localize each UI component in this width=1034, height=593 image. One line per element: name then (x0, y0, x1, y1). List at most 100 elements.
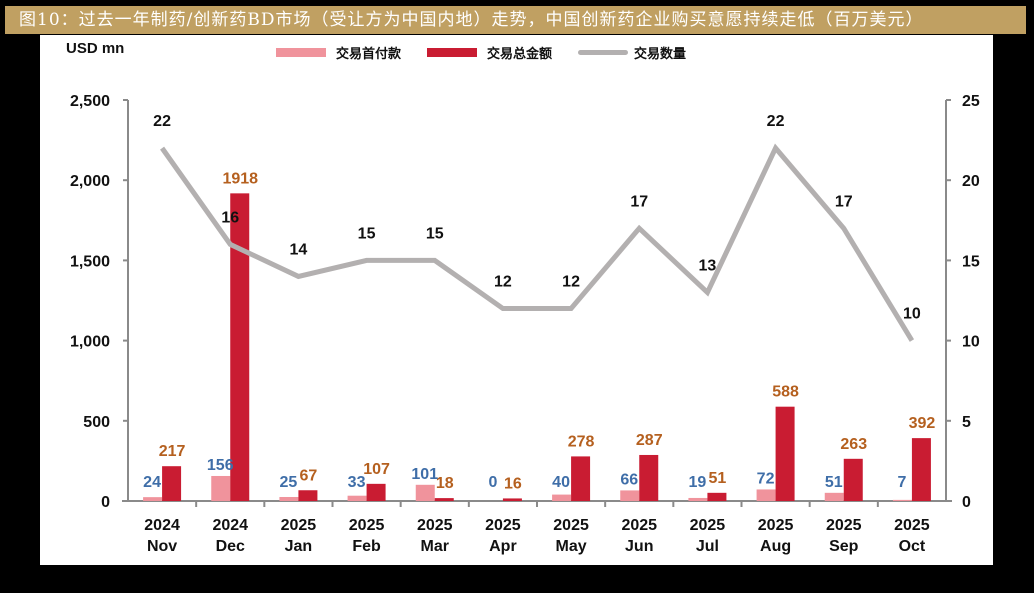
bar-upfront (892, 499, 912, 501)
chart-plot: 05001,0001,5002,0002,50005101520252024No… (70, 93, 980, 555)
x-axis-label-month: Dec (216, 538, 245, 555)
legend-swatch-upfront (276, 48, 326, 57)
bar-upfront-value-label: 0 (488, 474, 497, 491)
bar-total (911, 438, 931, 501)
line-count-value-label: 17 (630, 193, 648, 210)
legend-item-upfront: 交易首付款 (276, 43, 401, 62)
x-axis-label-month: Jan (285, 538, 313, 555)
y-axis-unit-label: USD mn (66, 40, 125, 57)
bar-total-value-label: 392 (909, 415, 936, 432)
left-axis-tick-label: 2,500 (70, 93, 110, 110)
bar-total (366, 483, 386, 501)
line-count-value-label: 10 (903, 306, 921, 323)
x-axis-label-month: Mar (421, 538, 449, 555)
bar-upfront (347, 495, 367, 501)
bar-total (502, 498, 522, 501)
bar-total-value-label: 588 (772, 384, 799, 401)
bar-upfront (211, 475, 231, 501)
bar-upfront (279, 496, 299, 501)
x-axis-label-month: Oct (899, 538, 926, 555)
bar-total-value-label: 51 (709, 470, 727, 487)
chart-panel: USD mn 交易首付款 交易总金额 交易数量 0 500 1,000 1,500 2,… (40, 35, 993, 565)
legend-label-count: 交易数量 (634, 47, 687, 62)
left-axis-tick-label: 1,500 (70, 253, 110, 270)
line-count-value-label: 12 (494, 274, 512, 291)
bar-upfront (552, 494, 572, 501)
bar-total-value-label: 217 (159, 443, 186, 460)
bar-total (775, 406, 795, 501)
line-count-value-label: 14 (290, 241, 308, 258)
bar-total (434, 498, 454, 501)
bar-upfront-value-label: 40 (552, 474, 570, 491)
bar-upfront (415, 484, 435, 501)
bar-upfront-value-label: 101 (411, 466, 438, 483)
legend-swatch-count (578, 50, 629, 55)
legend-item-count: 交易数量 (578, 43, 686, 62)
bar-total-value-label: 107 (363, 461, 390, 478)
bar-upfront-value-label: 66 (620, 471, 638, 488)
legend-label-total: 交易总金额 (487, 47, 553, 62)
bar-total (639, 454, 659, 501)
right-axis-tick-label: 5 (962, 414, 971, 431)
x-axis-label-year: 2025 (826, 517, 862, 534)
x-axis-label-year: 2025 (553, 517, 589, 534)
bar-total-value-label: 263 (840, 436, 867, 453)
line-count (160, 143, 915, 342)
x-axis-label-year: 2025 (690, 517, 726, 534)
line-count-value-label: 22 (767, 113, 785, 130)
bar-total (571, 456, 591, 501)
right-axis-tick-label: 25 (962, 93, 980, 110)
x-axis-label-year: 2025 (621, 517, 657, 534)
bar-upfront (688, 497, 708, 501)
bar-upfront-value-label: 19 (689, 474, 707, 491)
left-axis-tick-label: 500 (83, 414, 110, 431)
x-axis-label-month: May (556, 538, 587, 555)
x-axis-label-year: 2025 (349, 517, 385, 534)
x-axis-label-month: Jul (696, 538, 719, 555)
x-axis-label-year: 2024 (212, 517, 248, 534)
bar-total (230, 193, 250, 502)
right-axis-tick-label: 20 (962, 173, 980, 190)
x-axis-label-month: Feb (352, 538, 381, 555)
bar-total-value-label: 1918 (222, 170, 258, 187)
x-axis-label-year: 2025 (894, 517, 930, 534)
legend-item-total: 交易总金额 (427, 43, 552, 62)
line-count-value-label: 17 (835, 193, 853, 210)
legend-swatch-total (427, 48, 478, 57)
x-axis-label-year: 2025 (417, 517, 453, 534)
bar-upfront-value-label: 51 (825, 474, 843, 491)
right-axis-tick-label: 0 (962, 494, 971, 511)
left-axis-tick-label: 1,000 (70, 334, 110, 351)
bar-upfront (824, 492, 844, 501)
bar-upfront-value-label: 25 (280, 474, 298, 491)
right-axis-tick-label: 10 (962, 334, 980, 351)
line-count-value-label: 12 (562, 274, 580, 291)
line-count-value-label: 16 (221, 209, 239, 226)
bar-upfront-value-label: 33 (348, 474, 366, 491)
bar-total (707, 492, 727, 501)
bar-upfront-value-label: 7 (897, 474, 906, 491)
x-axis-label-year: 2024 (144, 517, 180, 534)
legend-label-upfront: 交易首付款 (336, 47, 402, 62)
right-axis-tick-label: 15 (962, 253, 980, 270)
line-count-value-label: 15 (358, 225, 376, 242)
bar-total (843, 458, 863, 501)
legend: 交易首付款 交易总金额 交易数量 (276, 43, 712, 62)
bar-total-value-label: 67 (300, 467, 318, 484)
line-count-value-label: 13 (699, 257, 717, 274)
bar-upfront (756, 489, 776, 501)
x-axis-label-month: Sep (829, 538, 859, 555)
left-axis-tick-label: 2,000 (70, 173, 110, 190)
bar-total (162, 466, 182, 501)
bar-upfront (620, 490, 640, 501)
x-axis-label-year: 2025 (758, 517, 794, 534)
bar-total-value-label: 287 (636, 432, 663, 449)
bar-total-value-label: 16 (504, 475, 522, 492)
bar-total-value-label: 278 (568, 433, 595, 450)
bar-total-value-label: 18 (436, 475, 454, 492)
bar-upfront (143, 497, 163, 501)
x-axis-label-year: 2025 (281, 517, 317, 534)
x-axis-label-month: Apr (489, 538, 517, 555)
x-axis-label-month: Nov (147, 538, 177, 555)
left-axis-tick-label: 0 (101, 494, 110, 511)
